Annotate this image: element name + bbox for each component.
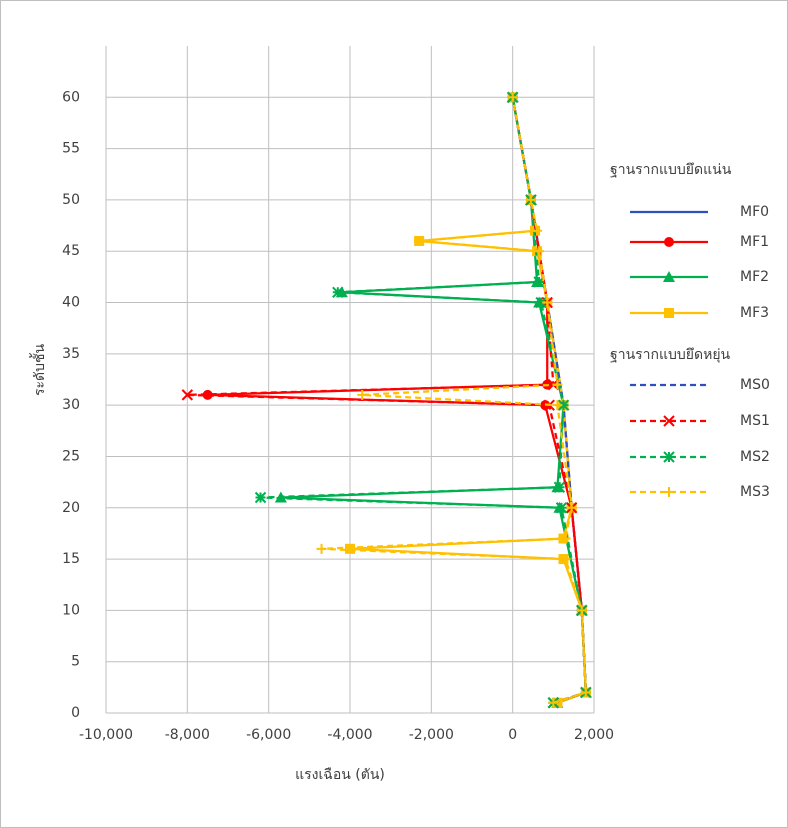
- y-tick-label: 40: [62, 295, 80, 311]
- marker: [664, 308, 674, 318]
- x-tick-label: -10,000: [79, 727, 133, 743]
- legend-label: MS2: [740, 449, 770, 465]
- legend-label: MF0: [740, 204, 769, 220]
- series-line: [321, 97, 588, 704]
- legend-group-title: ฐานรากแบบยึดแน่น: [610, 162, 732, 178]
- y-tick-label: 5: [71, 654, 80, 670]
- y-tick-label: 35: [62, 346, 80, 362]
- y-tick-label: 55: [62, 141, 80, 157]
- marker: [525, 194, 536, 205]
- legend-item: MF2: [630, 269, 769, 285]
- legend-item: MS2: [630, 449, 770, 465]
- x-tick-label: -4,000: [327, 727, 372, 743]
- legend-label: MS1: [740, 413, 770, 429]
- y-tick-label: 25: [62, 448, 80, 464]
- marker: [663, 415, 675, 427]
- y-tick-label: 10: [62, 602, 80, 618]
- marker: [566, 502, 577, 513]
- legend-item: MS0: [630, 377, 770, 393]
- legend-item: MS3: [630, 484, 770, 500]
- marker: [664, 487, 674, 497]
- x-axis-title: แรงเฉือน (ตัน): [295, 767, 385, 783]
- marker: [557, 399, 570, 411]
- marker: [552, 379, 563, 390]
- legend-label: MF2: [740, 269, 769, 285]
- y-tick-label: 20: [62, 500, 80, 516]
- marker: [316, 543, 327, 554]
- x-tick-label: 0: [508, 727, 517, 743]
- legend-group-title: ฐานรากแบบยึดหยุ่น: [610, 347, 731, 363]
- x-tick-label: -6,000: [246, 727, 291, 743]
- y-tick-label: 30: [62, 397, 80, 413]
- marker: [345, 543, 355, 554]
- marker: [663, 271, 675, 282]
- y-axis-title: ระดับชั้น: [29, 344, 48, 397]
- marker: [542, 297, 553, 308]
- y-tick-label: 15: [62, 551, 80, 567]
- legend-label: MS0: [740, 377, 770, 393]
- x-tick-label: -8,000: [165, 727, 210, 743]
- marker: [533, 276, 545, 288]
- legend-item: MF3: [630, 305, 769, 321]
- y-tick-label: 60: [62, 89, 80, 105]
- marker: [560, 554, 571, 565]
- marker: [548, 697, 559, 708]
- marker: [535, 296, 547, 309]
- y-tick-label: 45: [62, 243, 80, 259]
- marker: [553, 481, 566, 493]
- legend-label: MF3: [740, 305, 769, 321]
- legend-item: MS1: [630, 413, 770, 429]
- legend-label: MS3: [740, 484, 770, 500]
- marker: [181, 389, 194, 401]
- marker: [664, 237, 674, 247]
- marker: [414, 235, 425, 246]
- x-tick-label: 2,000: [574, 727, 614, 743]
- marker: [576, 605, 587, 616]
- marker: [357, 389, 368, 400]
- y-tick-label: 0: [71, 705, 80, 721]
- marker: [507, 92, 518, 103]
- legend-item: MF1: [630, 234, 769, 250]
- x-tick-label: -2,000: [409, 727, 454, 743]
- marker: [555, 502, 568, 514]
- marker: [202, 389, 213, 400]
- y-tick-label: 50: [62, 192, 80, 208]
- legend-item: MF0: [630, 204, 769, 220]
- marker: [332, 286, 344, 298]
- marker: [254, 491, 267, 504]
- marker: [534, 246, 545, 257]
- marker: [532, 225, 543, 236]
- marker: [580, 687, 591, 698]
- marker: [552, 400, 563, 411]
- legend-label: MF1: [740, 234, 769, 250]
- marker: [663, 451, 675, 463]
- marker: [560, 533, 571, 544]
